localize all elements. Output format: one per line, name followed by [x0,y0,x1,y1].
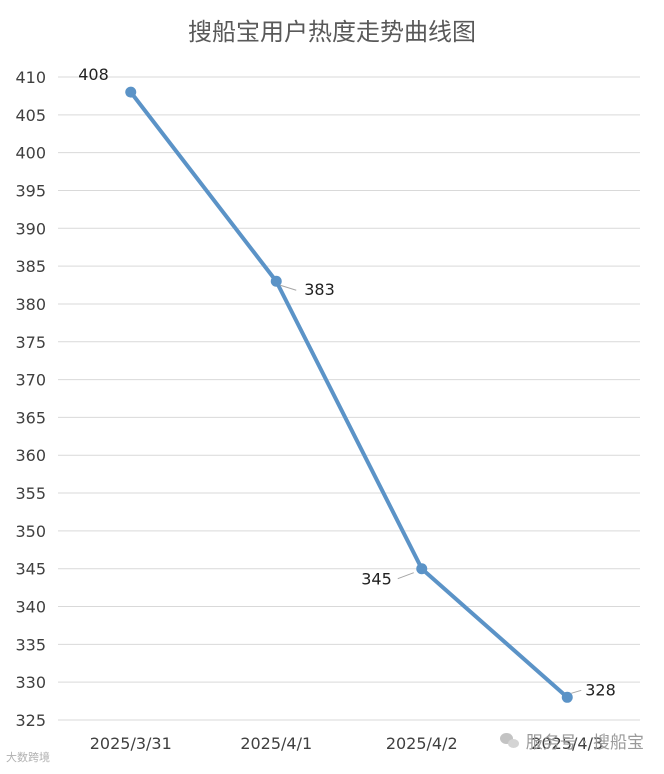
y-tick-label: 400 [15,144,46,163]
y-tick-label: 375 [15,333,46,352]
gridlines [58,76,640,721]
y-tick-label: 335 [15,635,46,654]
y-tick-label: 360 [15,446,46,465]
data-point [125,86,137,98]
x-axis-ticks: 2025/3/31 2025/4/1 2025/4/2 2025/4/3 [90,734,603,753]
watermark-right-text: 服务号 · 搜船宝 [525,733,644,753]
y-tick-label: 325 [15,711,46,730]
data-point [416,563,428,575]
x-tick-label: 2025/4/3 [531,734,603,753]
x-tick-label: 2025/4/1 [240,734,312,753]
data-point [270,275,282,287]
data-point [561,691,573,703]
leader-line [280,284,297,291]
series-line [128,90,570,700]
data-label: 328 [585,680,616,699]
y-tick-label: 350 [15,522,46,541]
chart-title: 搜船宝用户热度走势曲线图 [188,18,476,46]
watermark-left: 大数跨境 [6,751,50,764]
y-tick-label: 330 [15,673,46,692]
leader-line [571,689,582,694]
y-tick-label: 340 [15,598,46,617]
y-tick-label: 405 [15,106,46,125]
data-label: 345 [361,570,392,589]
y-axis-ticks: 325 330 335 340 345 350 355 360 365 370 375 380 385 3… [15,68,46,730]
y-tick-label: 380 [15,295,46,314]
wechat-icon [499,732,520,749]
x-tick-label: 2025/3/31 [90,734,172,753]
series-group [125,86,573,703]
x-tick-label: 2025/4/2 [386,734,458,753]
data-label: 408 [78,65,109,84]
y-tick-label: 345 [15,560,46,579]
leader-line [397,572,414,580]
y-tick-label: 355 [15,484,46,503]
y-tick-label: 385 [15,257,46,276]
data-label: 383 [304,280,335,299]
y-tick-label: 395 [15,181,46,200]
data-labels: 408 383 345 328 [78,65,616,699]
y-tick-label: 365 [15,408,46,427]
y-tick-label: 390 [15,219,46,238]
y-tick-label: 410 [15,68,46,87]
watermark-right: 服务号 · 搜船宝 [499,728,644,753]
y-tick-label: 370 [15,371,46,390]
